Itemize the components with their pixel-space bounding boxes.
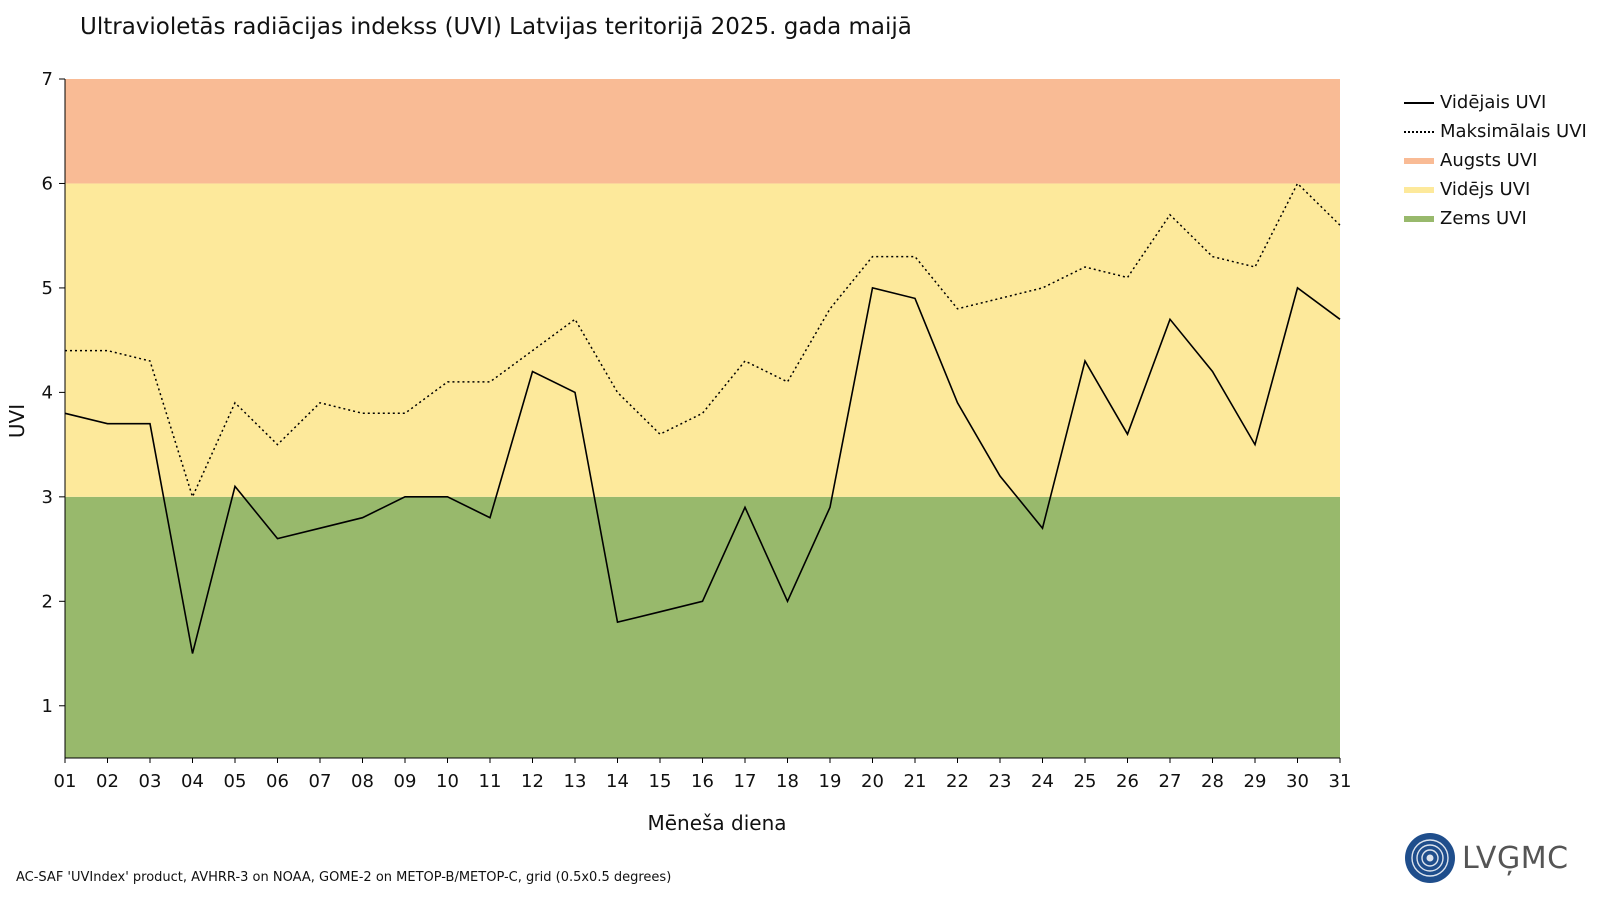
x-tick-label: 15 <box>649 771 672 792</box>
y-tick-label: 2 <box>42 591 53 612</box>
y-tick-label: 1 <box>42 696 53 717</box>
x-tick-label: 06 <box>266 771 289 792</box>
series-line-max <box>65 182 1341 499</box>
lvgmc-logo: LVĢMC <box>1404 832 1569 884</box>
x-tick-label: 01 <box>54 771 77 792</box>
x-tick-label: 18 <box>776 771 799 792</box>
legend-swatch <box>1404 130 1434 133</box>
legend-item: Vidējs UVI <box>1404 175 1587 204</box>
x-tick-label: 11 <box>479 771 502 792</box>
y-tick-label: 6 <box>42 173 53 194</box>
x-tick-label: 03 <box>139 771 162 792</box>
series-line-avg <box>64 286 1341 654</box>
x-tick-label: 07 <box>309 771 332 792</box>
x-tick-label: 25 <box>1074 771 1097 792</box>
legend-label: Vidējais UVI <box>1440 92 1547 113</box>
source-note: AC-SAF 'UVIndex' product, AVHRR-3 on NOA… <box>16 870 672 885</box>
x-tick-label: 22 <box>946 771 969 792</box>
x-tick-label: 04 <box>181 771 204 792</box>
legend-label: Maksimālais UVI <box>1440 121 1587 142</box>
legend-label: Zems UVI <box>1440 208 1527 229</box>
x-axis-title: Mēneša diena <box>647 811 786 835</box>
legend-swatch <box>1404 101 1434 104</box>
legend-item: Augsts UVI <box>1404 146 1587 175</box>
x-tick-label: 29 <box>1244 771 1267 792</box>
uvi-bands <box>65 79 1340 758</box>
x-tick-label: 24 <box>1031 771 1054 792</box>
y-tick-label: 5 <box>42 278 53 299</box>
series-lines <box>64 182 1341 654</box>
x-tick-label: 10 <box>436 771 459 792</box>
x-tick-label: 02 <box>96 771 119 792</box>
y-tick-label: 7 <box>42 69 53 90</box>
chart-title: Ultravioletās radiācijas indekss (UVI) L… <box>80 14 912 40</box>
x-tick-label: 08 <box>351 771 374 792</box>
x-tick-label: 14 <box>606 771 629 792</box>
x-tick-label: 09 <box>394 771 417 792</box>
x-tick-label: 23 <box>989 771 1012 792</box>
x-tick-label: 26 <box>1116 771 1139 792</box>
band-zems-uvi <box>65 496 1340 758</box>
y-tick-label: 3 <box>42 487 53 508</box>
y-axis-title: UVI <box>5 404 29 438</box>
logo-text: LVĢMC <box>1462 840 1569 876</box>
legend-item: Maksimālais UVI <box>1404 117 1587 146</box>
x-tick-label: 21 <box>904 771 927 792</box>
x-tick-label: 30 <box>1286 771 1309 792</box>
legend-label: Vidējs UVI <box>1440 179 1531 200</box>
x-tick-label: 27 <box>1159 771 1182 792</box>
x-tick-label: 20 <box>861 771 884 792</box>
legend-item: Vidējais UVI <box>1404 88 1587 117</box>
band-augsts-uvi <box>65 79 1340 184</box>
legend-swatch <box>1404 215 1434 222</box>
legend-swatch <box>1404 157 1434 164</box>
band-vidējs-uvi <box>65 183 1340 497</box>
x-tick-label: 16 <box>691 771 714 792</box>
legend-item: Zems UVI <box>1404 204 1587 233</box>
x-tick-label: 17 <box>734 771 757 792</box>
globe-logo-icon <box>1405 833 1455 883</box>
axes <box>59 78 1341 763</box>
y-tick-label: 4 <box>42 382 53 403</box>
x-tick-label: 31 <box>1329 771 1352 792</box>
x-tick-label: 19 <box>819 771 842 792</box>
legend-label: Augsts UVI <box>1440 150 1538 171</box>
x-tick-label: 05 <box>224 771 247 792</box>
x-tick-label: 12 <box>521 771 544 792</box>
legend: Vidējais UVI Maksimālais UVI Augsts UVI Vid… <box>1404 88 1587 233</box>
x-tick-label: 28 <box>1201 771 1224 792</box>
x-tick-label: 13 <box>564 771 587 792</box>
legend-swatch <box>1404 186 1434 193</box>
